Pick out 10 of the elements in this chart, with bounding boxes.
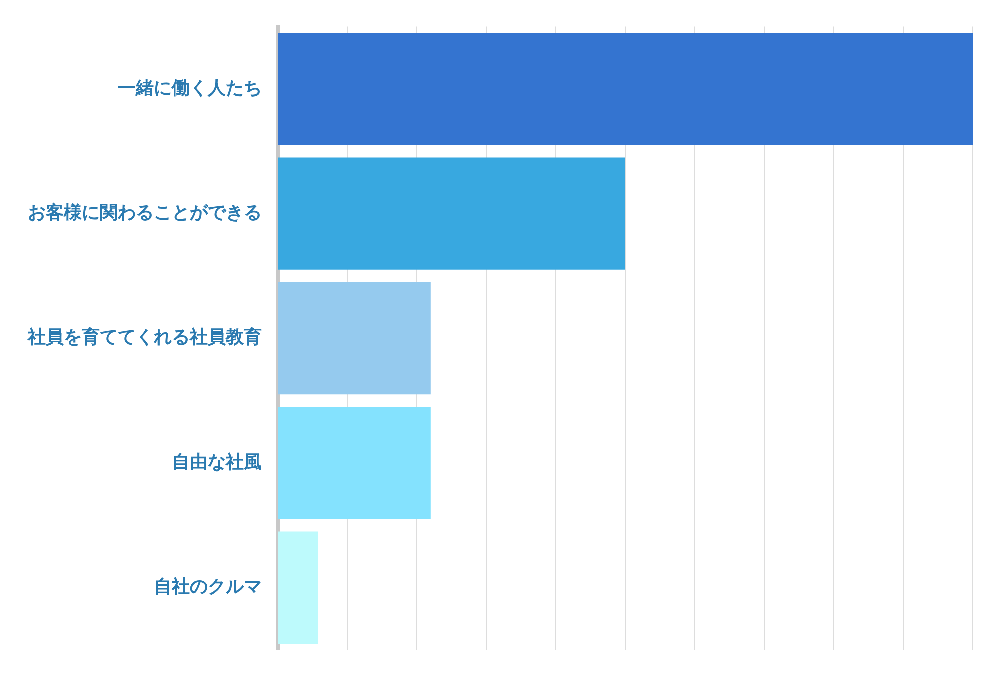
bar — [278, 282, 431, 395]
bar — [278, 532, 318, 644]
bar — [278, 158, 626, 270]
y-tick-label: 自社のクルマ — [154, 576, 262, 598]
y-tick-label: お客様に関わることができる — [28, 202, 262, 224]
y-tick-label: 社員を育ててくれる社員教育 — [27, 326, 262, 348]
bar — [278, 33, 973, 146]
y-tick-label: 自由な社風 — [172, 452, 262, 473]
y-tick-label: 一緒に働く人たち — [118, 78, 262, 99]
bar — [278, 407, 431, 520]
